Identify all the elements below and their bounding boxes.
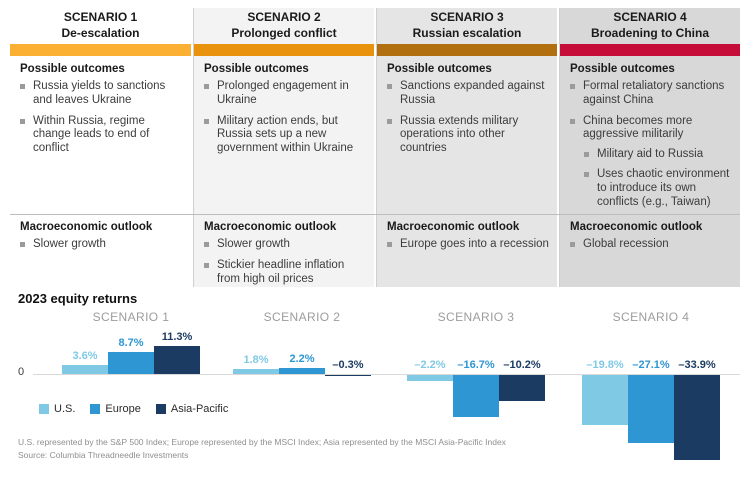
outcome-item: Formal retaliatory sanctions against Chi… xyxy=(570,80,734,108)
chart-footnotes: U.S. represented by the S&P 500 Index; E… xyxy=(18,436,506,462)
scenario-1-outcomes: Possible outcomes Russia yields to sanct… xyxy=(10,56,191,214)
outcome-item: Military action ends, but Russia sets up… xyxy=(204,115,368,156)
bar-europe-scenario-1 xyxy=(108,352,154,374)
zero-axis-line xyxy=(33,374,740,375)
legend-item: U.S. xyxy=(39,403,75,415)
outcome-subitem: Uses chaotic environment to introduce it… xyxy=(584,168,734,209)
bar-value-label: 8.7% xyxy=(118,337,144,349)
bar-asia-pacific-scenario-3 xyxy=(499,375,545,401)
equity-returns-chart: 2023 equity returns 0 U.S. Europe Asia-Pac… xyxy=(0,287,750,480)
scenario-2-macro: Macroeconomic outlook Slower growth Stic… xyxy=(194,214,374,287)
chart-title: 2023 equity returns xyxy=(18,291,138,306)
macro-item: Stickier headline inflation from high oi… xyxy=(204,259,368,287)
legend-swatch xyxy=(90,404,101,414)
scenario-table: SCENARIO 1 De-escalation Possible outcom… xyxy=(10,8,740,287)
outcomes-heading: Possible outcomes xyxy=(387,63,492,75)
legend-item: Europe xyxy=(90,403,141,415)
scenario-1-header: SCENARIO 1 De-escalation xyxy=(10,8,191,44)
scenario-column-3: SCENARIO 3 Russian escalation Possible o… xyxy=(376,8,557,287)
bar-value-label: –19.8% xyxy=(586,359,624,371)
bar-europe-scenario-4 xyxy=(628,375,674,443)
bar-value-label: –0.3% xyxy=(332,359,364,371)
scenario-2-color-ribbon xyxy=(194,44,374,56)
bar-europe-scenario-3 xyxy=(453,375,499,417)
outcome-item: Russia yields to sanctions and leaves Uk… xyxy=(20,80,185,108)
bar-europe-scenario-2 xyxy=(279,368,325,374)
macro-heading: Macroeconomic outlook xyxy=(387,221,520,233)
macro-heading: Macroeconomic outlook xyxy=(570,221,703,233)
zero-axis-label: 0 xyxy=(18,366,25,378)
scenario-1-title: SCENARIO 1 xyxy=(63,10,138,25)
scenario-1-subtitle: De-escalation xyxy=(61,26,140,40)
scenario-4-color-ribbon xyxy=(560,44,740,56)
bar-u-s-scenario-3 xyxy=(407,375,453,381)
scenario-3-header: SCENARIO 3 Russian escalation xyxy=(377,8,557,44)
table-row-divider xyxy=(10,214,740,215)
bar-u-s-scenario-4 xyxy=(582,375,628,425)
bar-value-label: –10.2% xyxy=(503,359,541,371)
bar-u-s-scenario-1 xyxy=(62,365,108,374)
outcomes-heading: Possible outcomes xyxy=(570,63,675,75)
outcomes-heading: Possible outcomes xyxy=(204,63,309,75)
scenario-column-1: SCENARIO 1 De-escalation Possible outcom… xyxy=(10,8,191,287)
outcome-subitem: Military aid to Russia xyxy=(584,148,734,162)
scenario-2-outcomes: Possible outcomes Prolonged engagement i… xyxy=(194,56,374,214)
legend-label: Asia-Pacific xyxy=(170,403,229,415)
scenario-2-title: SCENARIO 2 xyxy=(247,10,321,25)
macro-item: Global recession xyxy=(570,238,734,252)
scenario-2-subtitle: Prolonged conflict xyxy=(231,26,337,40)
outcome-item: Sanctions expanded against Russia xyxy=(387,80,551,108)
legend-label: U.S. xyxy=(54,403,76,415)
scenario-1-macro: Macroeconomic outlook Slower growth xyxy=(10,214,191,287)
bar-value-label: 3.6% xyxy=(72,350,98,362)
scenario-4-outcomes: Possible outcomes Formal retaliatory san… xyxy=(560,56,740,214)
bar-value-label: –2.2% xyxy=(414,359,446,371)
legend-swatch xyxy=(155,404,166,414)
chart-category-label: SCENARIO 4 xyxy=(612,310,690,324)
scenario-3-outcomes: Possible outcomes Sanctions expanded aga… xyxy=(377,56,557,214)
footnote-source: Source: Columbia Threadneedle Investment… xyxy=(18,449,189,460)
scenario-2-header: SCENARIO 2 Prolonged conflict xyxy=(194,8,374,44)
bar-value-label: 11.3% xyxy=(161,331,193,343)
macro-heading: Macroeconomic outlook xyxy=(204,221,337,233)
bar-asia-pacific-scenario-1 xyxy=(154,346,200,374)
macro-item: Slower growth xyxy=(20,238,185,252)
macro-heading: Macroeconomic outlook xyxy=(20,221,153,233)
scenario-3-color-ribbon xyxy=(377,44,557,56)
outcome-item: Prolonged engagement in Ukraine xyxy=(204,80,368,108)
legend-swatch xyxy=(39,404,49,414)
bar-value-label: 2.2% xyxy=(289,353,315,365)
scenario-3-subtitle: Russian escalation xyxy=(412,26,522,40)
bar-value-label: 1.8% xyxy=(243,354,269,366)
macro-item: Slower growth xyxy=(204,238,368,252)
outcome-item: Russia extends military operations into … xyxy=(387,115,551,156)
legend-label: Europe xyxy=(105,403,141,415)
scenario-3-macro: Macroeconomic outlook Europe goes into a… xyxy=(377,214,557,287)
scenario-column-2: SCENARIO 2 Prolonged conflict Possible o… xyxy=(193,8,374,287)
outcome-item: China becomes more aggressive militarily… xyxy=(570,115,734,210)
scenario-column-4: SCENARIO 4 Broadening to China Possible … xyxy=(559,8,740,287)
bar-asia-pacific-scenario-2 xyxy=(325,375,371,376)
footnote-indices: U.S. represented by the S&P 500 Index; E… xyxy=(18,437,506,447)
outcome-item: Within Russia, regime change leads to en… xyxy=(20,115,185,156)
bar-u-s-scenario-2 xyxy=(233,369,279,374)
legend-item: Asia-Pacific xyxy=(155,403,229,415)
bar-asia-pacific-scenario-4 xyxy=(674,375,720,460)
scenario-4-macro: Macroeconomic outlook Global recession xyxy=(560,214,740,287)
chart-category-label: SCENARIO 1 xyxy=(92,310,170,324)
bar-value-label: –33.9% xyxy=(678,359,716,371)
scenario-3-title: SCENARIO 3 xyxy=(430,10,504,25)
outcomes-heading: Possible outcomes xyxy=(20,63,125,75)
chart-legend: U.S. Europe Asia-Pacific xyxy=(39,403,228,415)
outcome-item-text: China becomes more aggressive militarily xyxy=(583,114,693,141)
scenario-4-subtitle: Broadening to China xyxy=(591,26,709,40)
bar-value-label: –27.1% xyxy=(632,359,670,371)
chart-category-label: SCENARIO 3 xyxy=(437,310,515,324)
scenario-4-header: SCENARIO 4 Broadening to China xyxy=(560,8,740,44)
chart-category-label: SCENARIO 2 xyxy=(263,310,341,324)
scenario-1-color-ribbon xyxy=(10,44,191,56)
macro-item: Europe goes into a recession xyxy=(387,238,551,252)
scenario-4-title: SCENARIO 4 xyxy=(613,10,687,25)
bar-value-label: –16.7% xyxy=(457,359,495,371)
